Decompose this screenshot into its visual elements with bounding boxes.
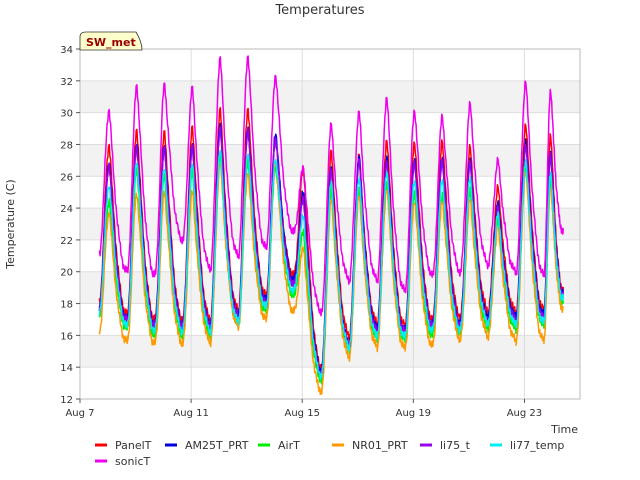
x-tick-label: Aug 15 <box>285 408 320 419</box>
badge-background <box>79 31 143 51</box>
station-badge: SW_met <box>79 31 143 51</box>
chart-title: Temperatures <box>274 3 364 18</box>
legend-label: li77_temp <box>510 439 564 452</box>
y-tick-label: 30 <box>60 109 73 120</box>
y-tick-label: 34 <box>60 45 73 56</box>
series-lines <box>98 55 565 396</box>
x-tick-label: Aug 23 <box>507 408 542 419</box>
legend-label: AM25T_PRT <box>185 439 249 452</box>
legend-label: AirT <box>278 439 300 452</box>
y-tick-label: 26 <box>60 172 73 183</box>
y-tick-label: 28 <box>60 140 73 151</box>
legend-label: PanelT <box>115 439 152 452</box>
y-tick-label: 18 <box>60 300 73 311</box>
y-axis-label: Temperature (C) <box>4 179 17 269</box>
y-tick-label: 24 <box>60 204 73 215</box>
y-tick-label: 14 <box>60 363 73 374</box>
y-tick-label: 32 <box>60 77 73 88</box>
legend-label: sonicT <box>115 455 151 468</box>
y-tick-label: 20 <box>60 268 73 279</box>
y-tick-label: 16 <box>60 331 73 342</box>
y-tick-label: 12 <box>60 395 73 406</box>
legend-label: NR01_PRT <box>352 439 408 452</box>
x-tick-label: Aug 7 <box>65 408 94 419</box>
badge-label: SW_met <box>86 36 136 49</box>
legend: PanelT AM25T_PRT AirT NR01_PRT li75_t li77_te… <box>95 439 564 468</box>
plot-frame <box>79 48 581 400</box>
legend-label: li75_t <box>440 439 471 452</box>
series-line-li77-temp <box>98 149 565 381</box>
series-line-sonict <box>98 55 565 317</box>
y-axis-ticks: 12 14 16 18 20 22 24 26 28 30 32 34 <box>60 45 80 406</box>
x-tick-label: Aug 11 <box>173 408 208 419</box>
y-tick-label: 22 <box>60 236 73 247</box>
x-axis-ticks: Aug 7 Aug 11 Aug 15 Aug 19 Aug 23 <box>65 399 542 419</box>
x-tick-label: Aug 19 <box>396 408 431 419</box>
grid-band <box>80 335 580 368</box>
grid-band <box>80 80 580 113</box>
grid-band <box>80 271 580 304</box>
x-axis-label: Time <box>550 423 578 436</box>
